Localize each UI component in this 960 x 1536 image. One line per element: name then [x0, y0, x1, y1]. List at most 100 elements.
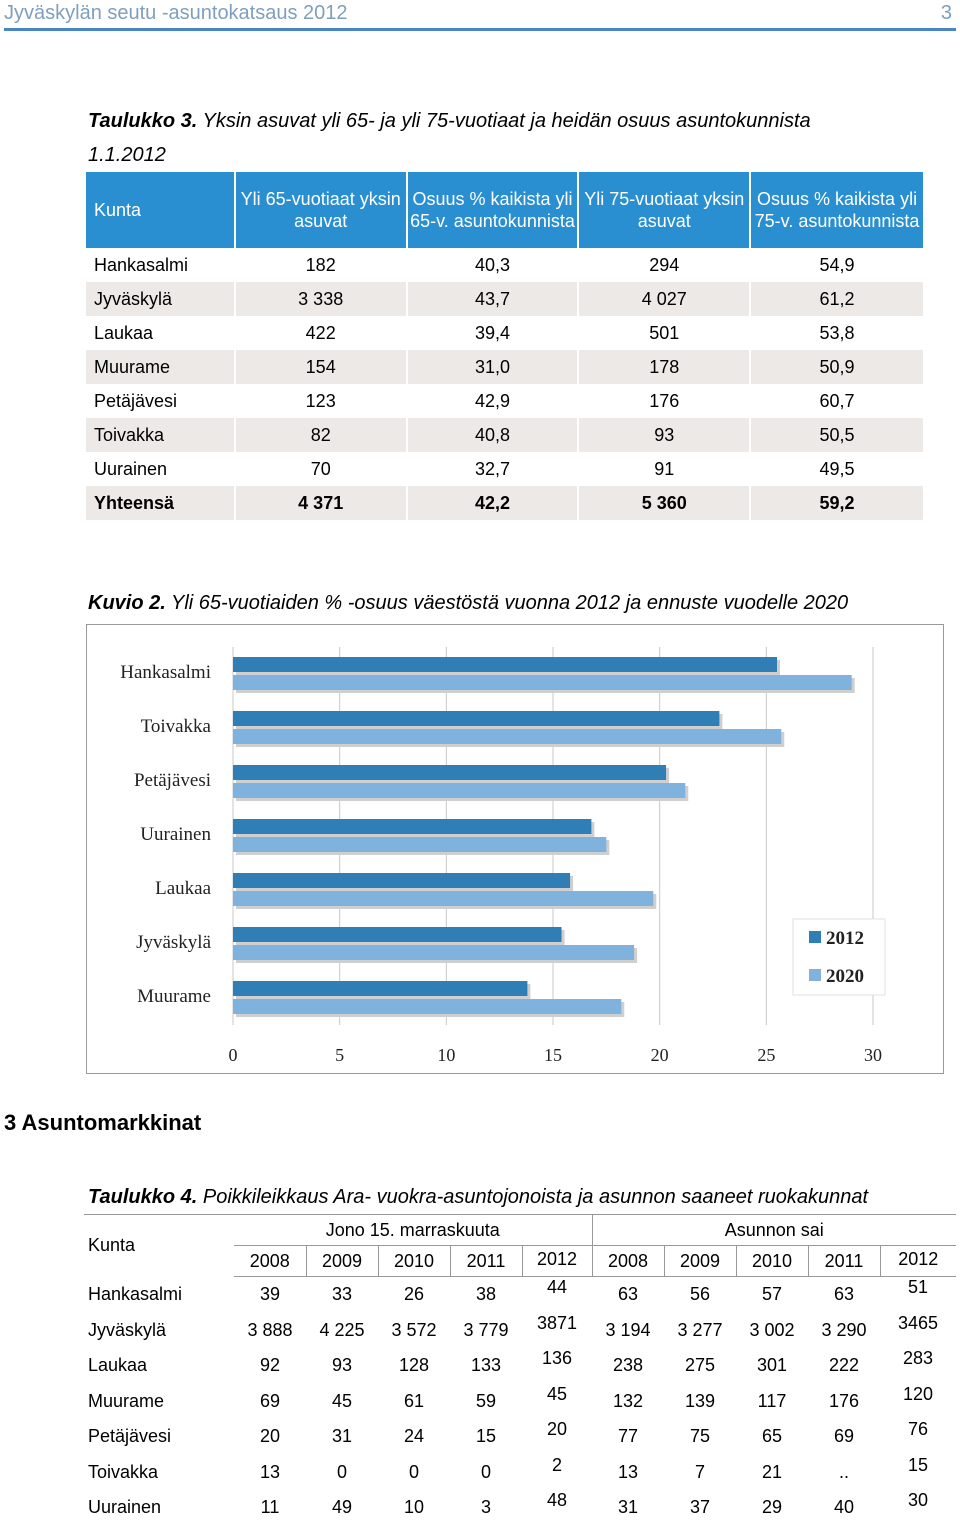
x-tick-label: 0 [229, 1045, 238, 1065]
table3-row: Hankasalmi 182 40,3 294 54,9 [86, 248, 923, 282]
table4-cell: 40 [833, 1497, 855, 1518]
table4-cell: 15 [475, 1426, 497, 1447]
page-header: Jyväskylän seutu -asuntokatsaus 2012 3 [0, 0, 960, 32]
table3-cell: 91 [654, 458, 675, 479]
table4-cell: 3 194 [605, 1319, 651, 1340]
table3-cell: 3 338 [235, 282, 406, 316]
table3-caption-label: Taulukko 3. [88, 110, 198, 132]
table3-cell: 53,8 [819, 322, 855, 343]
table3-cell: 61,2 [751, 282, 923, 316]
table4-cell: 3 002 [749, 1319, 795, 1340]
table3-header: Yli 75-vuotiaat yksin asuvat [579, 172, 750, 248]
table3-header-row: Kunta Yli 65-vuotiaat yksin asuvat Osuus… [86, 172, 923, 248]
table4-row: Hankasalmi 39 33 26 38 44 63 56 57 63 51 [84, 1277, 956, 1313]
bar-chart-svg: 0 5 10 15 20 25 30 Hankasalmi Toivakka Petäjävesi… [120, 647, 886, 1065]
bar-2020 [233, 891, 654, 906]
figure2-caption-label: Kuvio 2. [88, 592, 166, 614]
category-label: Jyväskylä [136, 932, 212, 953]
table4-caption: Taulukko 4. Poikkileikkaus Ara- vuokra-a… [88, 1180, 868, 1214]
table4-cell: 128 [398, 1355, 430, 1376]
table4-cell: 33 [331, 1284, 353, 1305]
table4-cell-value: 136 [541, 1348, 573, 1369]
table4-cell: 29 [761, 1497, 783, 1518]
table3-municipality: Hankasalmi [94, 254, 189, 275]
table4-cell: 4 225 [319, 1319, 365, 1340]
table4-cell-value: 76 [907, 1419, 929, 1440]
table3-municipality: Muurame [86, 350, 234, 384]
table4-cell: 11 [260, 1497, 280, 1518]
table4-cell: 117 [757, 1390, 787, 1411]
legend-label: 2020 [826, 966, 864, 987]
table4-cell: 13 [259, 1461, 281, 1482]
table4-cell: 63 [833, 1284, 855, 1305]
table4-cell-value: 51 [907, 1277, 929, 1298]
table4-cell: 7 [694, 1461, 705, 1482]
section-heading: 3 Asuntomarkkinat [4, 1110, 202, 1135]
table3-cell: 176 [649, 390, 680, 411]
category-label: Toivakka [141, 716, 212, 737]
table4-kunta-header: Kunta [84, 1214, 234, 1277]
table4-row: Muurame 69 45 61 59 45 132 139 117 176 120 [84, 1384, 956, 1420]
table4-cell: 3 888 [247, 1319, 293, 1340]
table4-cell: 132 [612, 1390, 644, 1411]
table4-cell: 45 [331, 1390, 353, 1411]
table4-year-header: 2009 [306, 1245, 379, 1277]
table4-cell: 59 [475, 1390, 497, 1411]
table4-cell: 13 [617, 1461, 639, 1482]
table4-cell: 48 [522, 1490, 592, 1526]
category-label: Laukaa [155, 878, 211, 899]
table4-municipality: Toivakka [88, 1461, 159, 1482]
table4-cell: 63 [617, 1284, 639, 1305]
table3-cell: 422 [305, 322, 336, 343]
table3-row: Jyväskylä 3 338 43,7 4 027 61,2 [86, 282, 923, 316]
table4-cell: 136 [522, 1348, 592, 1384]
table3-cell: 123 [305, 390, 336, 411]
table3-municipality: Toivakka [86, 418, 234, 452]
table3-cell: 4 371 [235, 486, 406, 520]
table4-cell-value: 120 [902, 1383, 934, 1404]
table4-row: Toivakka 13 0 0 0 2 13 7 21.. 15 [84, 1455, 956, 1491]
table3-cell: 54,9 [819, 254, 855, 275]
figure2-caption-text: Yli 65-vuotiaiden % -osuus väestöstä vuo… [165, 592, 849, 614]
legend-box [792, 918, 886, 996]
x-tick-label: 20 [651, 1045, 669, 1065]
table4-cell-value: 2 [551, 1454, 562, 1475]
table3-cell: 60,7 [819, 390, 855, 411]
x-tick-label: 10 [437, 1045, 455, 1065]
table4-cell: 38 [475, 1284, 497, 1305]
table4-year-header: 2010 [736, 1245, 809, 1277]
table4-cell: 15 [880, 1455, 956, 1491]
table3-row: Uurainen 70 32,7 91 49,5 [86, 452, 923, 486]
table3-municipality: Petäjävesi [94, 390, 178, 411]
table4-cell: 51 [880, 1277, 956, 1313]
table4-cell: 3 290 [821, 1319, 867, 1340]
table3-cell: 93 [579, 418, 750, 452]
table4-cell: 30 [880, 1490, 956, 1526]
table3-header: Osuus % kaikista yli 75-v. asuntokunnist… [751, 172, 923, 248]
table3-row: Muurame 154 31,0 178 50,9 [86, 350, 923, 384]
table4-year-header: 2008 [592, 1245, 665, 1277]
table4-municipality: Laukaa [88, 1355, 148, 1376]
table4-cell-value: 3871 [536, 1312, 578, 1333]
table4-group-jono: Jono 15. marraskuuta [234, 1214, 593, 1246]
bar-2012 [233, 819, 592, 834]
table4-cell: 176 [828, 1390, 860, 1411]
page-number: 3 [940, 2, 952, 24]
table3-municipality: Jyväskylä [86, 282, 234, 316]
table4-cell: 301 [756, 1355, 788, 1376]
bar-2020 [233, 999, 622, 1014]
x-tick-label: 5 [335, 1045, 344, 1065]
table3-cell: 178 [579, 350, 750, 384]
table3-cell: 50,9 [751, 350, 923, 384]
table4-municipality: Petäjävesi [88, 1426, 172, 1447]
table4-cell: 65 [761, 1426, 783, 1447]
table3-cell: 31,0 [407, 350, 578, 384]
table4-cell: 77 [617, 1426, 639, 1447]
table4-cell: 56 [689, 1284, 711, 1305]
table4-cell: 21 [761, 1461, 783, 1482]
document-title: Jyväskylän seutu -asuntokatsaus 2012 [4, 2, 348, 24]
table4-cell: 3465 [880, 1313, 956, 1349]
table4-row: Laukaa 92 93 128 133 136 238 275 301 222 283 [84, 1348, 956, 1384]
table4-cell: 57 [761, 1284, 783, 1305]
table4-year-row: 2008 2009 2010 2011 2012 2008 2009 2010 2011 2012 [84, 1243, 956, 1277]
